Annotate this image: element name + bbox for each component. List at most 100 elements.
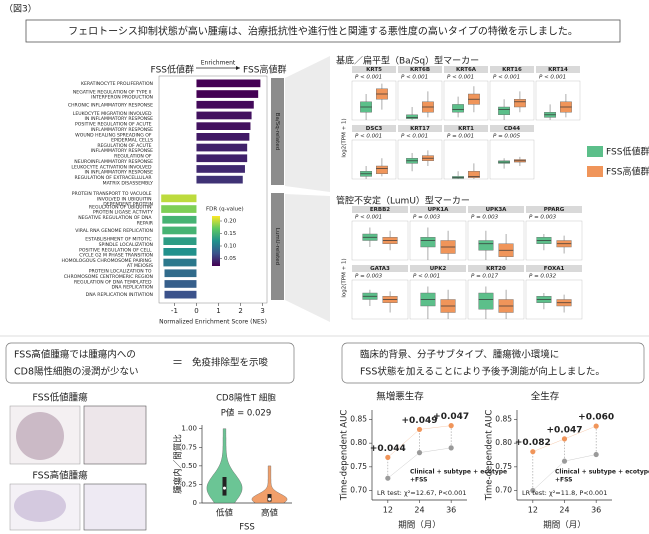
heading-text: CD8陽性細胞の浸潤が少ない bbox=[14, 366, 139, 378]
bar bbox=[196, 111, 252, 120]
category-label: LEUKOCYTE ACTIVATION INVOLVED IN INFLAMM… bbox=[71, 164, 153, 175]
facet-label: DSC3 bbox=[366, 126, 383, 132]
category-label: NEGATIVE REGULATION OF DNA REPAIR bbox=[78, 215, 154, 226]
box bbox=[420, 237, 436, 248]
facet-label: GATA3 bbox=[370, 266, 390, 272]
bar bbox=[196, 122, 251, 130]
category-label: LEUKOCYTE MIGRATION INVOLVED IN INFLAMMA… bbox=[73, 110, 153, 121]
point bbox=[593, 451, 599, 458]
category-label: POSITIVE REGULATION OF ACUTE INFLAMMATOR… bbox=[75, 121, 153, 132]
facet-label: KRT6A bbox=[456, 67, 477, 73]
median-dot bbox=[268, 497, 271, 501]
chart-title: 無増悪生存 bbox=[376, 391, 424, 403]
point bbox=[593, 423, 599, 429]
p-value: P = 0.005 bbox=[493, 134, 521, 140]
image-caption: FSS高値腫瘍 bbox=[32, 470, 88, 482]
category-label: POSITIVE REGULATION OF CELL CYCLE G2 M P… bbox=[79, 247, 153, 258]
plot-frame bbox=[158, 75, 268, 304]
bar bbox=[196, 90, 259, 98]
lr-test: LR test: χ²=11.8, P<0.001 bbox=[522, 489, 607, 497]
legend-label: FSS高値群 bbox=[606, 166, 649, 178]
facet-label: KRT16 bbox=[502, 67, 522, 73]
strip-label: LumU-related bbox=[274, 228, 280, 265]
facet-strip bbox=[490, 66, 534, 73]
facet-panel bbox=[489, 139, 535, 180]
micrograph bbox=[9, 405, 147, 531]
facet-label: KRT6B bbox=[410, 67, 430, 73]
facet-panel bbox=[443, 139, 489, 180]
y-axis-label: log2(TPM + 1) bbox=[342, 118, 348, 157]
x-tick-label: -1 bbox=[171, 307, 178, 315]
facet-panel bbox=[397, 139, 443, 180]
category-label: NEGATIVE REGULATION OF TYPE II INTERFERO… bbox=[73, 89, 153, 100]
facet-strip bbox=[526, 206, 582, 213]
facet-label: UPK2 bbox=[430, 266, 447, 272]
p-value: P = 0.003 bbox=[355, 274, 383, 280]
heading-text: ＝ bbox=[172, 356, 183, 369]
facet-label: UPK3A bbox=[486, 207, 508, 213]
p-value: P < 0.001 bbox=[355, 215, 382, 221]
category-label: PROTEIN LOCALIZATION TO CHROMOSOME CENTR… bbox=[64, 268, 153, 279]
category-label: WOUND HEALING SPREADING OF EPIDERMAL CEL… bbox=[75, 132, 153, 143]
colorbar-tick-label: 0.10 bbox=[224, 244, 237, 250]
x-tick-label: 12 bbox=[528, 506, 538, 515]
headline: フェロトーシス抑制状態が高い腫瘍は、治療抵抗性や進行性と関連する悪性度の高いタイ… bbox=[68, 25, 578, 38]
facet-label: KRT17 bbox=[410, 126, 430, 132]
facet-strip bbox=[526, 265, 582, 272]
box bbox=[514, 98, 526, 108]
bar bbox=[196, 154, 248, 163]
zoom-connector bbox=[285, 56, 330, 192]
bar bbox=[196, 175, 243, 184]
x-axis-label: Normalized Enrichment Score (NES) bbox=[159, 319, 267, 326]
y-tick-label: 0.85 bbox=[350, 414, 367, 423]
x-tick-label: 24 bbox=[559, 506, 569, 515]
colorbar bbox=[212, 216, 220, 266]
category-label: CHRONIC INFLAMMATORY RESPONSE bbox=[68, 102, 153, 108]
facet-label: UPK1A bbox=[428, 207, 450, 213]
p-value: P = 0.001 bbox=[447, 134, 474, 140]
headline-box bbox=[25, 19, 621, 43]
point bbox=[561, 436, 568, 442]
image-caption: FSS低値腫瘍 bbox=[32, 392, 88, 404]
x-tick-label: 36 bbox=[446, 506, 456, 515]
gain-annotation: +0.047 bbox=[546, 425, 582, 435]
legend-label: +FSS bbox=[410, 477, 428, 484]
bar bbox=[163, 237, 197, 245]
y-axis-label: Time-dependent AUC bbox=[340, 410, 350, 502]
facet-panel bbox=[351, 139, 397, 180]
box bbox=[468, 170, 480, 178]
point bbox=[385, 454, 391, 460]
panel-title: 管腔不安定（LumU）型マーカー bbox=[336, 195, 470, 207]
zoom-connector bbox=[285, 194, 330, 322]
gain-annotation: +0.044 bbox=[370, 444, 406, 454]
x-axis-label: 期間（月） bbox=[398, 520, 441, 531]
figure-label: （図3） bbox=[4, 4, 37, 15]
chart-title: CD8陽性T 細胞 bbox=[216, 393, 276, 404]
bar bbox=[162, 226, 197, 235]
facet-panel bbox=[535, 80, 581, 121]
p-value: P < 0.001 bbox=[355, 75, 382, 81]
legend-label: FSS低値群 bbox=[606, 146, 649, 158]
facet-panel bbox=[467, 220, 525, 261]
bar bbox=[164, 269, 197, 278]
facet-strip bbox=[410, 265, 466, 272]
p-value: P < 0.001 bbox=[447, 75, 474, 81]
heading-box bbox=[5, 342, 295, 384]
header: FSS低値群 bbox=[151, 64, 194, 76]
facet-label: PPARG bbox=[544, 207, 565, 213]
legend-swatch bbox=[587, 166, 603, 177]
facet-strip bbox=[352, 206, 408, 213]
y-tick-label: 0.75 bbox=[495, 462, 512, 471]
category-label: REGULATION OF DNA TEMPLATED DNA REPLICAT… bbox=[74, 279, 153, 290]
facet-panel bbox=[489, 80, 535, 121]
median-dot bbox=[223, 486, 226, 490]
facet-strip bbox=[352, 125, 396, 132]
category-label: KERATINOCYTE PROLIFERATION bbox=[81, 81, 153, 87]
p-value: P = 0.003 bbox=[471, 215, 499, 221]
facet-panel bbox=[467, 279, 525, 320]
category-label: HOMOLOGOUS CHROMOSOME PAIRING AT MEIOSIS bbox=[62, 257, 154, 268]
panel-title: 基底／扁平型（Ba/Sq）型マーカー bbox=[336, 55, 479, 67]
facet-label: CD44 bbox=[504, 126, 520, 132]
facet-strip bbox=[444, 125, 488, 132]
